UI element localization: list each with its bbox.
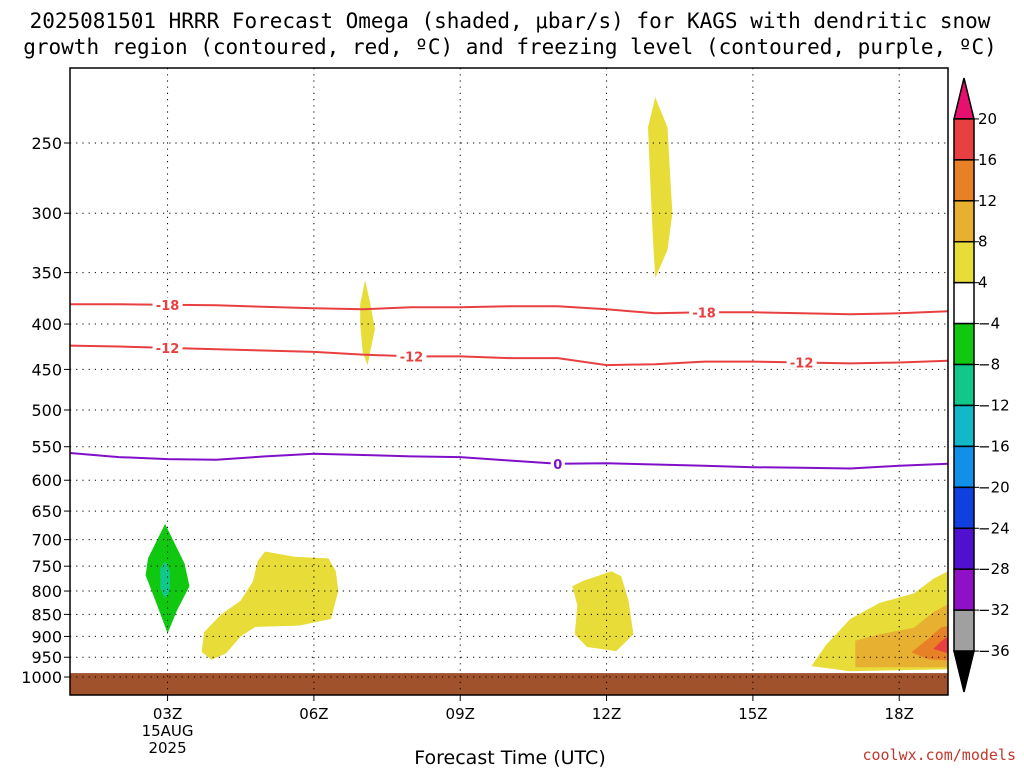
colorbar-label-2: 12 xyxy=(978,192,997,210)
x-tick-sublabel: 2025 xyxy=(148,739,186,757)
y-tick-label-500: 500 xyxy=(31,401,62,420)
terrain-layer xyxy=(70,673,948,695)
y-tick-label-300: 300 xyxy=(31,204,62,223)
x-tick-label-15Z: 15Z xyxy=(738,705,767,723)
y-tick-label-650: 650 xyxy=(31,502,62,521)
omega-region-0 xyxy=(648,97,673,279)
colorbar-swatch-0 xyxy=(953,77,975,120)
colorbar-swatch-11 xyxy=(953,527,975,570)
omega-region-8 xyxy=(911,625,948,661)
colorbar-swatch-7 xyxy=(953,363,975,407)
colorbar-swatch-2 xyxy=(953,159,975,202)
y-tick-label-1000: 1000 xyxy=(21,668,62,687)
colorbar-label-12: −32 xyxy=(978,601,1010,619)
contour-label-bg xyxy=(152,297,183,312)
colorbar-swatch-12 xyxy=(953,568,975,611)
y-tick-label-800: 800 xyxy=(31,582,62,601)
y-tick-label-550: 550 xyxy=(31,438,62,457)
contour-label-1-0: -12 xyxy=(156,342,180,357)
x-tick-label-03Z: 03Z xyxy=(153,705,182,723)
contour-label-bg xyxy=(689,305,720,320)
x-tick-sublabel: 15AUG xyxy=(142,722,194,740)
y-tick-label-450: 450 xyxy=(31,360,62,379)
contour-label-0-0: -18 xyxy=(156,299,180,314)
y-tick-label-250: 250 xyxy=(31,134,62,153)
x-axis-label: Forecast Time (UTC) xyxy=(414,747,605,768)
y-tick-label-400: 400 xyxy=(31,315,62,334)
colorbar-swatch-5 xyxy=(953,281,975,325)
omega-colorbar: 20 16 12 8 4 −4 −8 −12 −16 −20 −24 −28 −32 −36 xyxy=(953,77,1010,693)
grid-lines xyxy=(70,68,948,695)
terrain-fill xyxy=(70,673,948,695)
x-tick-label-06Z: 06Z xyxy=(299,705,328,723)
contour-label-1-2: -12 xyxy=(790,357,814,372)
colorbar-label-6: −8 xyxy=(978,356,1000,374)
x-tick-label-18Z: 18Z xyxy=(885,705,914,723)
colorbar-label-1: 16 xyxy=(978,151,997,169)
colorbar-label-11: −28 xyxy=(978,560,1010,578)
colorbar-label-4: 4 xyxy=(978,274,988,292)
omega-region-9 xyxy=(933,636,948,654)
site-credit: coolwx.com/models xyxy=(862,746,1016,764)
contour-label-bg xyxy=(786,355,817,370)
colorbar-label-13: −36 xyxy=(978,642,1010,660)
y-tick-label-350: 350 xyxy=(31,264,62,283)
omega-region-4 xyxy=(201,551,339,660)
colorbar-label-0: 20 xyxy=(978,110,997,128)
contour-line-2 xyxy=(70,452,948,470)
contour-label-2-0: 0 xyxy=(553,458,562,473)
colorbar-label-3: 8 xyxy=(978,233,988,251)
chart-title-line1: 2025081501 HRRR Forecast Omega (shaded, … xyxy=(30,9,991,33)
omega-region-1 xyxy=(360,280,375,366)
contour-label-bg xyxy=(550,456,565,471)
y-tick-label-700: 700 xyxy=(31,531,62,550)
temperature-contours: -18 -18 -12 -12 -12 0 xyxy=(70,297,948,473)
contour-label-bg xyxy=(396,349,427,364)
colorbar-swatch-14 xyxy=(953,650,975,693)
chart-title-line2: growth region (contoured, red, ºC) and f… xyxy=(23,35,997,59)
colorbar-swatch-3 xyxy=(953,200,975,243)
pressure-axis: 250 300 350 400 450 500 550 600 650 700 750 800 850 9… xyxy=(21,134,70,687)
colorbar-label-5: −4 xyxy=(978,315,1000,333)
y-tick-label-600: 600 xyxy=(31,471,62,490)
colorbar-swatch-9 xyxy=(953,445,975,489)
colorbar-label-8: −16 xyxy=(978,437,1010,455)
colorbar-label-9: −20 xyxy=(978,478,1010,496)
colorbar-swatch-10 xyxy=(953,486,975,530)
contour-line-0 xyxy=(70,303,948,316)
omega-region-5 xyxy=(572,571,634,652)
colorbar-swatch-1 xyxy=(953,118,975,161)
y-tick-label-750: 750 xyxy=(31,557,62,576)
contour-line-1 xyxy=(70,344,948,367)
colorbar-swatch-8 xyxy=(953,404,975,448)
contour-label-bg xyxy=(152,340,183,355)
contour-label-0-1: -18 xyxy=(692,306,716,321)
colorbar-label-10: −24 xyxy=(978,519,1010,537)
colorbar-swatch-6 xyxy=(953,322,975,366)
colorbar-swatch-13 xyxy=(953,609,975,652)
plot-frame xyxy=(69,67,949,696)
y-tick-label-900: 900 xyxy=(31,627,62,646)
x-tick-label-09Z: 09Z xyxy=(446,705,475,723)
y-tick-label-950: 950 xyxy=(31,648,62,667)
colorbar-swatch-4 xyxy=(953,240,975,284)
y-tick-label-850: 850 xyxy=(31,605,62,624)
colorbar-label-7: −12 xyxy=(978,396,1010,414)
omega-shaded-regions xyxy=(145,97,948,672)
contour-label-1-1: -12 xyxy=(400,350,424,365)
x-tick-label-12Z: 12Z xyxy=(592,705,621,723)
